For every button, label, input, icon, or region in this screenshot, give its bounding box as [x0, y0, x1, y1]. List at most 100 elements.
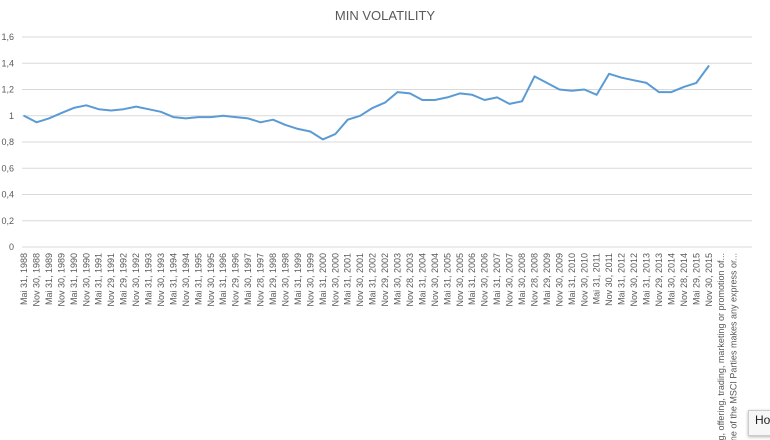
data-point — [620, 76, 623, 79]
x-tick-label: Mai 31, 1991 — [94, 253, 104, 305]
x-tick-label: Nov 30, 2009 — [554, 253, 564, 307]
data-point — [670, 91, 673, 93]
x-tick-label: Mai 31, 2000 — [318, 253, 328, 305]
data-point — [297, 128, 299, 130]
x-tick-label: Nov 28, 2003 — [405, 253, 415, 307]
data-point — [558, 88, 561, 91]
x-tick-label: Nov 30, 2012 — [629, 253, 639, 307]
x-tick-label: Nov 28, 2008 — [529, 253, 539, 307]
data-point — [222, 114, 224, 117]
data-point — [434, 99, 436, 101]
data-point — [172, 116, 175, 118]
y-tick-label: 0,2 — [1, 216, 14, 226]
data-point — [197, 116, 200, 118]
data-point — [496, 96, 498, 99]
y-tick-label: 1,6 — [1, 32, 14, 42]
x-tick-label: Mai 29, 2009 — [542, 253, 552, 305]
data-point — [546, 82, 548, 84]
x-tick-label: Nov 30, 1989 — [56, 253, 66, 307]
data-point — [595, 93, 598, 96]
data-point — [446, 96, 449, 99]
data-point — [160, 111, 162, 113]
x-tick-label: Nov 29, 2013 — [654, 253, 664, 307]
data-point — [209, 116, 212, 118]
data-point — [35, 121, 38, 124]
data-point — [85, 104, 88, 107]
data-point — [384, 101, 386, 104]
data-point — [147, 108, 150, 110]
x-tick-label: Nov 30, 2000 — [330, 253, 340, 307]
data-point — [371, 107, 374, 109]
data-point — [645, 82, 648, 84]
x-tick-label: Nov 30, 2006 — [480, 253, 490, 307]
data-point — [334, 133, 337, 135]
x-tick-label: Nov 30, 2004 — [430, 253, 440, 307]
data-point — [234, 116, 237, 118]
data-point — [583, 88, 586, 91]
data-point — [421, 99, 424, 101]
data-point — [633, 79, 635, 82]
x-tick-label: Nov 30, 2001 — [355, 253, 365, 307]
data-point — [683, 86, 685, 88]
x-tick-label: None of the MSCI Parties makes any expre… — [729, 253, 739, 440]
x-tick-label: Mai 30, 1997 — [243, 253, 253, 305]
x-tick-label: Nov 29, 2002 — [380, 253, 390, 307]
data-point — [135, 105, 137, 108]
x-tick-label: Nov 30, 1994 — [181, 253, 191, 307]
x-tick-label: Nov 30, 1988 — [31, 253, 41, 307]
data-point — [185, 117, 187, 120]
x-tick-label: Mai 29, 2015 — [691, 253, 701, 305]
x-tick-label: Mai 31, 2012 — [617, 253, 627, 305]
x-tick-label: Mai 31, 2011 — [592, 253, 602, 304]
data-point — [508, 103, 511, 105]
x-tick-label: Nov 30, 1998 — [280, 253, 290, 307]
x-tick-label: Nov 28, 1997 — [256, 253, 266, 307]
x-tick-label: Nov 30, 1995 — [206, 253, 216, 307]
data-point — [658, 91, 660, 93]
x-tick-label: Nov 30, 1993 — [156, 253, 166, 307]
y-tick-label: 0,8 — [1, 137, 14, 147]
data-point — [259, 121, 262, 124]
x-tick-label: Mai 31, 2010 — [567, 253, 577, 305]
y-tick-label: 0,6 — [1, 163, 14, 173]
data-point — [396, 91, 399, 93]
x-tick-label: Mai 29, 1998 — [268, 253, 278, 305]
x-tick-label: Mai 31, 1994 — [168, 253, 178, 305]
data-point — [60, 112, 63, 114]
data-point — [284, 124, 287, 126]
data-point — [309, 130, 312, 133]
x-tick-label: Mai 31, 1988 — [19, 253, 29, 305]
x-tick-label: Nov 30, 1992 — [131, 253, 141, 307]
data-point — [122, 108, 125, 110]
data-point — [359, 114, 361, 117]
x-tick-label: writing, offering, trading, marketing or… — [716, 253, 726, 440]
x-tick-label: Nov 30, 1990 — [81, 253, 91, 307]
data-point — [48, 117, 50, 120]
x-tick-label: Nov 28, 2014 — [679, 253, 689, 307]
data-point — [97, 108, 100, 110]
x-tick-label: Mai 31, 1989 — [44, 253, 54, 305]
data-point — [110, 109, 112, 112]
x-tick-label: Mai 31, 2005 — [442, 253, 452, 305]
y-tick-label: 1,2 — [1, 85, 14, 95]
chart-title: MIN VOLATILITY — [335, 8, 435, 23]
x-tick-label: Mai 31, 2004 — [417, 253, 427, 305]
tooltip: Hor — [748, 410, 770, 436]
x-tick-label: Mai 31, 2007 — [492, 253, 502, 305]
data-point — [471, 93, 474, 96]
x-tick-label: Mai 31, 2002 — [368, 253, 378, 305]
data-point — [695, 82, 698, 84]
x-tick-label: Nov 29, 1996 — [231, 253, 241, 307]
data-point — [608, 72, 610, 75]
data-point — [707, 65, 710, 67]
y-tick-label: 0,4 — [1, 190, 14, 200]
y-tick-label: 1,4 — [1, 58, 14, 68]
x-tick-label: Nov 30, 2015 — [704, 253, 714, 307]
x-tick-label: Nov 30, 1999 — [305, 253, 315, 307]
data-point — [346, 118, 349, 121]
y-tick-label: 1 — [9, 111, 14, 121]
data-point — [322, 138, 324, 141]
x-tick-label: Nov 29, 1991 — [106, 253, 116, 307]
data-point — [521, 100, 523, 103]
